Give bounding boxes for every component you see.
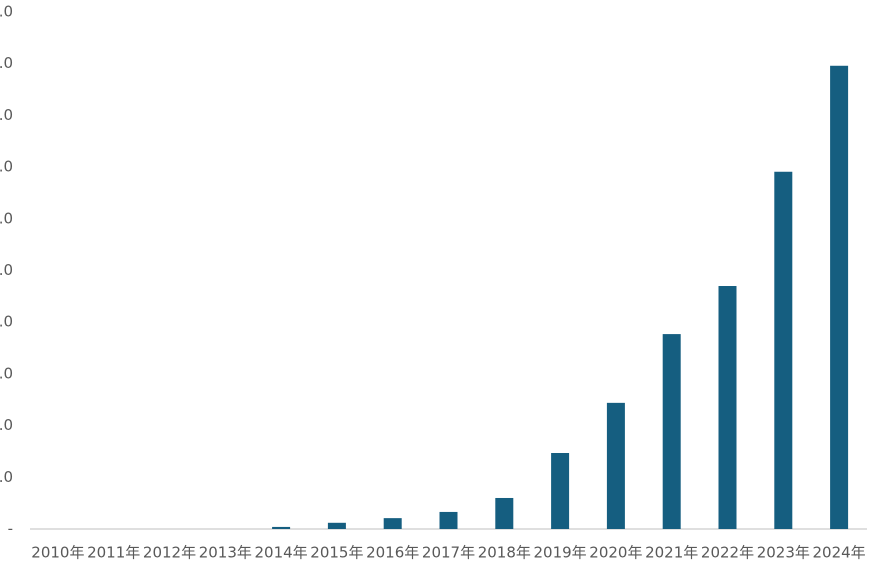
y-tick-label: .0: [0, 313, 13, 331]
y-tick-label: .0: [0, 364, 13, 382]
y-tick-label: .0: [0, 54, 13, 72]
bar: [830, 65, 849, 529]
x-tick-label: 2014年: [255, 544, 308, 562]
bar: [439, 511, 458, 529]
bar: [327, 522, 346, 529]
x-tick-label: 2021年: [645, 544, 698, 562]
x-tick-label: 2012年: [143, 544, 196, 562]
bar: [272, 526, 291, 529]
y-tick-label: -: [8, 520, 13, 538]
y-tick-label: .0: [0, 158, 13, 176]
x-tick-label: 2017年: [422, 544, 475, 562]
bar: [551, 453, 570, 529]
y-tick-label: .0: [0, 106, 13, 124]
y-tick-label: .0: [0, 416, 13, 434]
x-tick-label: 2015年: [310, 544, 363, 562]
x-tick-label: 2016年: [366, 544, 419, 562]
bar: [662, 334, 681, 529]
x-tick-label: 2010年: [31, 544, 84, 562]
x-tick-label: 2022年: [701, 544, 754, 562]
x-tick-label: 2018年: [478, 544, 531, 562]
bar: [606, 402, 625, 529]
y-tick-label: .0: [0, 468, 13, 486]
bar: [383, 518, 402, 529]
bar: [774, 171, 793, 530]
x-tick-label: 2011年: [87, 544, 140, 562]
y-tick-label: .0: [0, 209, 13, 227]
x-tick-label: 2023年: [757, 544, 810, 562]
x-tick-label: 2019年: [534, 544, 587, 562]
x-tick-label: 2013年: [199, 544, 252, 562]
x-tick-label: 2020年: [589, 544, 642, 562]
bar: [718, 286, 737, 529]
y-tick-label: .0: [0, 261, 13, 279]
bar: [495, 497, 514, 529]
x-tick-label: 2024年: [813, 544, 866, 562]
y-tick-label: .0: [0, 3, 13, 21]
